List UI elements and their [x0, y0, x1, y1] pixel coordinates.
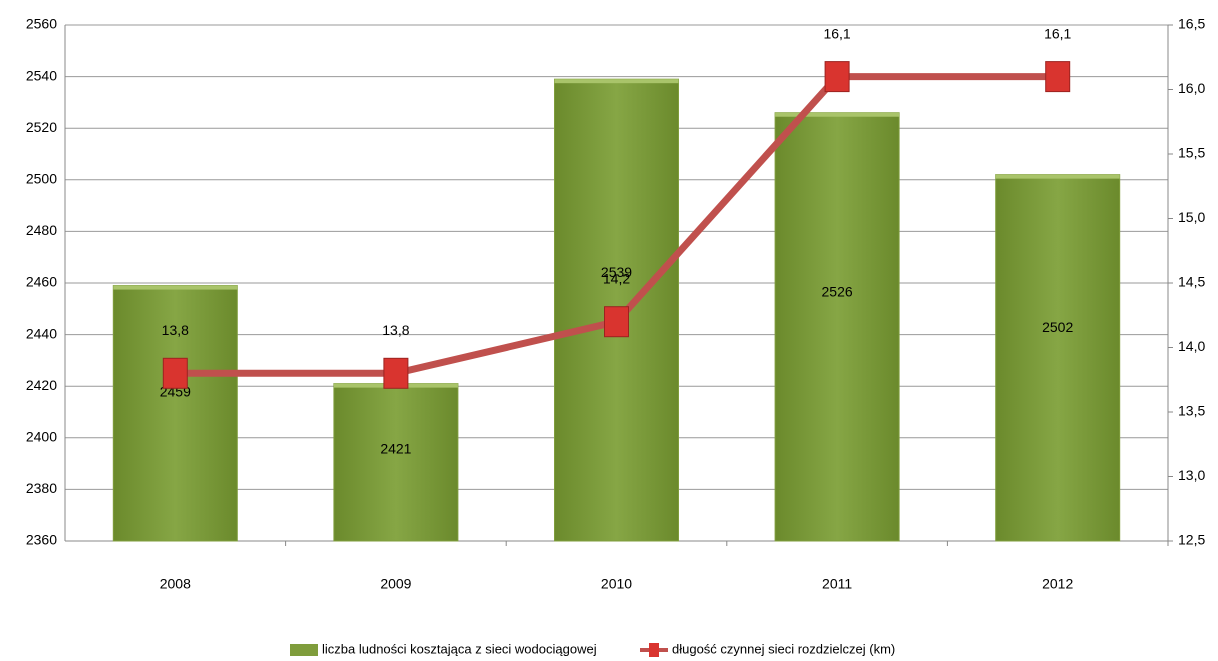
marker [604, 306, 629, 338]
data-label: 16,1 [823, 25, 850, 41]
data-label: 2539 [601, 264, 632, 280]
y-tick-label: 2400 [26, 429, 57, 445]
bar [333, 383, 459, 542]
y-tick-label: 2480 [26, 222, 57, 238]
data-label: 16,1 [1044, 25, 1071, 41]
legend-swatch [290, 644, 318, 656]
y-tick-label: 2500 [26, 171, 57, 187]
y-tick-label: 2540 [26, 67, 57, 83]
data-label: 2502 [1042, 319, 1073, 335]
y2-tick-label: 14,0 [1178, 338, 1205, 354]
y2-tick-label: 15,0 [1178, 209, 1205, 225]
x-tick-label: 2011 [822, 576, 852, 592]
data-label: 13,8 [382, 322, 409, 338]
bar [995, 174, 1121, 542]
y-tick-label: 2440 [26, 325, 57, 341]
y2-tick-label: 12,5 [1178, 532, 1205, 548]
data-label: 2421 [380, 440, 411, 456]
y2-tick-label: 13,0 [1178, 467, 1205, 483]
data-label: 14,2 [603, 270, 630, 286]
x-tick-label: 2008 [160, 576, 191, 592]
y2-tick-label: 13,5 [1178, 403, 1205, 419]
y2-tick-label: 16,5 [1178, 16, 1205, 32]
legend-marker [649, 643, 659, 657]
y2-tick-label: 15,5 [1178, 145, 1205, 161]
legend-label: liczba ludności kosztająca z sieci wodoc… [322, 641, 597, 656]
y-tick-label: 2360 [26, 532, 57, 548]
marker [162, 357, 188, 389]
x-tick-label: 2010 [601, 576, 632, 592]
bar-top [554, 79, 679, 84]
bar-top [113, 285, 238, 290]
y-tick-label: 2380 [26, 480, 57, 496]
y2-tick-label: 14,5 [1178, 274, 1205, 290]
bar [774, 112, 900, 542]
y-tick-label: 2520 [26, 119, 57, 135]
marker [1045, 61, 1071, 93]
y-tick-label: 2460 [26, 274, 57, 290]
x-tick-label: 2009 [380, 576, 411, 592]
data-label: 2526 [822, 283, 853, 299]
marker [824, 61, 850, 93]
marker [383, 357, 409, 389]
data-label: 13,8 [162, 322, 189, 338]
y-tick-label: 2560 [26, 16, 57, 32]
y-tick-label: 2420 [26, 377, 57, 393]
x-tick-label: 2012 [1042, 576, 1073, 592]
bar [112, 285, 238, 542]
y2-tick-label: 16,0 [1178, 80, 1205, 96]
bar-top [995, 174, 1120, 179]
legend-label: długość czynnej sieci rozdzielczej (km) [672, 641, 895, 656]
bar-top [775, 112, 900, 117]
